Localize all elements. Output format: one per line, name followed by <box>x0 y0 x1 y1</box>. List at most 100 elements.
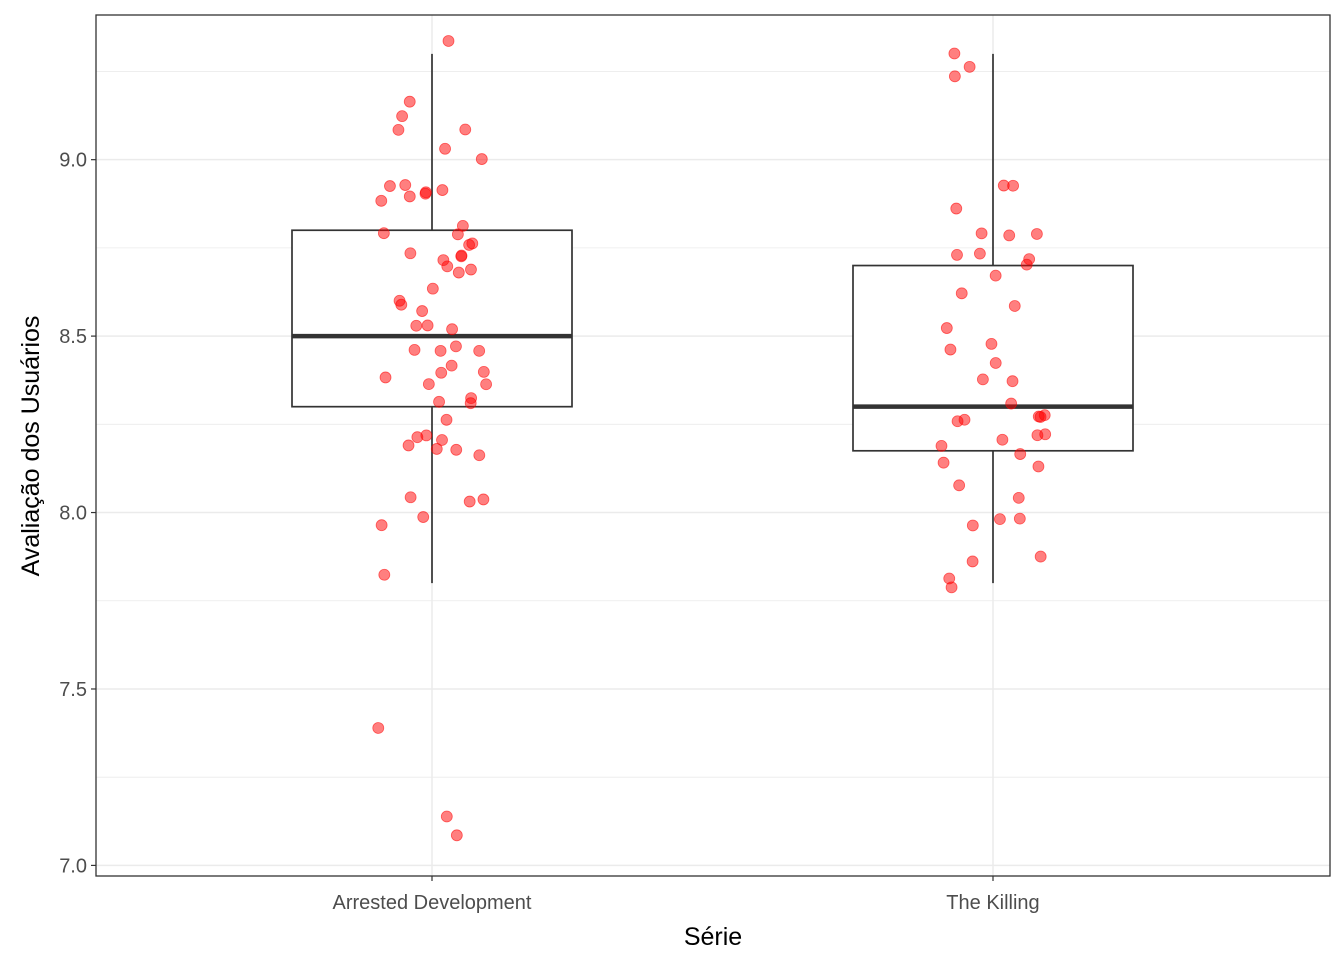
data-point <box>375 194 388 207</box>
data-point <box>966 555 979 568</box>
data-point <box>426 282 439 295</box>
data-point <box>404 491 417 504</box>
data-point <box>1034 550 1047 563</box>
data-point <box>464 397 477 410</box>
data-point <box>1038 409 1051 422</box>
data-point <box>477 493 490 506</box>
data-point <box>436 434 448 446</box>
data-point <box>408 343 421 356</box>
data-point <box>953 479 966 492</box>
data-point <box>975 227 988 240</box>
x-axis-title: Série <box>684 923 742 951</box>
y-tick-label: 7.0 <box>59 855 87 877</box>
y-tick-label: 8.5 <box>59 326 87 348</box>
data-point <box>442 35 455 47</box>
data-point <box>416 305 429 317</box>
data-point <box>417 511 430 523</box>
data-point <box>1003 229 1016 242</box>
data-point <box>480 378 493 391</box>
data-point <box>450 443 463 456</box>
data-point <box>1008 300 1021 312</box>
data-point <box>378 568 391 581</box>
data-point <box>948 47 961 60</box>
data-point <box>439 142 451 155</box>
data-point <box>441 260 454 273</box>
data-point <box>440 810 453 823</box>
data-point <box>955 287 968 300</box>
data-point <box>1006 375 1019 388</box>
data-point <box>973 247 986 260</box>
data-point <box>958 413 971 426</box>
data-point <box>1007 179 1020 192</box>
y-tick-label: 9.0 <box>59 150 87 172</box>
data-point <box>384 180 396 192</box>
data-point <box>466 237 479 250</box>
data-point <box>440 413 453 426</box>
data-point <box>372 722 385 734</box>
data-point <box>430 443 443 455</box>
box-iqr <box>291 229 573 408</box>
data-point <box>1032 460 1045 473</box>
data-point <box>937 456 950 469</box>
data-point <box>1014 448 1027 460</box>
data-point <box>1020 258 1033 271</box>
data-point <box>951 249 963 261</box>
data-point <box>403 190 416 203</box>
data-point <box>994 513 1006 526</box>
data-point <box>985 337 998 350</box>
data-point <box>989 357 1002 369</box>
data-point <box>1005 397 1018 410</box>
data-point <box>459 123 472 136</box>
data-point <box>473 449 486 462</box>
data-point <box>435 366 448 379</box>
data-point <box>404 247 417 260</box>
panel-border <box>95 14 1331 877</box>
data-point <box>421 319 434 332</box>
data-point <box>395 298 408 311</box>
x-tick-label: The Killing <box>946 892 1039 914</box>
data-point <box>375 519 388 532</box>
data-point <box>434 344 447 357</box>
data-point <box>402 439 415 452</box>
data-point <box>1013 512 1026 525</box>
data-point <box>944 343 957 356</box>
data-point <box>473 344 486 357</box>
data-point <box>966 519 979 532</box>
data-point <box>450 340 462 353</box>
data-point <box>1030 228 1043 240</box>
data-point <box>1039 428 1052 441</box>
data-point <box>396 110 409 123</box>
data-point <box>446 323 458 336</box>
data-point <box>379 371 392 384</box>
data-point <box>465 263 477 276</box>
data-point <box>950 202 963 215</box>
data-point <box>455 249 468 262</box>
data-point <box>1012 491 1025 504</box>
data-point <box>935 440 948 452</box>
data-point <box>452 266 465 279</box>
data-point <box>463 495 476 508</box>
data-point <box>419 187 432 200</box>
data-point <box>963 60 976 73</box>
data-point <box>996 433 1009 446</box>
y-tick-label: 7.5 <box>59 679 87 701</box>
data-point <box>445 359 458 372</box>
y-axis-title: Avaliação dos Usuários <box>17 316 45 577</box>
data-point <box>450 829 463 842</box>
data-point <box>399 179 412 191</box>
data-point <box>410 319 423 332</box>
data-point <box>377 227 390 240</box>
data-point <box>948 70 961 83</box>
data-point <box>475 153 488 165</box>
data-point <box>433 395 445 408</box>
axis-ticks: 7.0 7.5 8.0 8.5 9.0 Arrested Development The K… <box>59 150 1040 914</box>
data-point <box>411 431 424 444</box>
data-point <box>422 378 435 390</box>
y-tick-label: 8.0 <box>59 503 87 525</box>
data-point <box>392 123 405 136</box>
data-point <box>945 581 958 594</box>
data-point <box>989 269 1002 282</box>
data-point <box>976 373 989 386</box>
